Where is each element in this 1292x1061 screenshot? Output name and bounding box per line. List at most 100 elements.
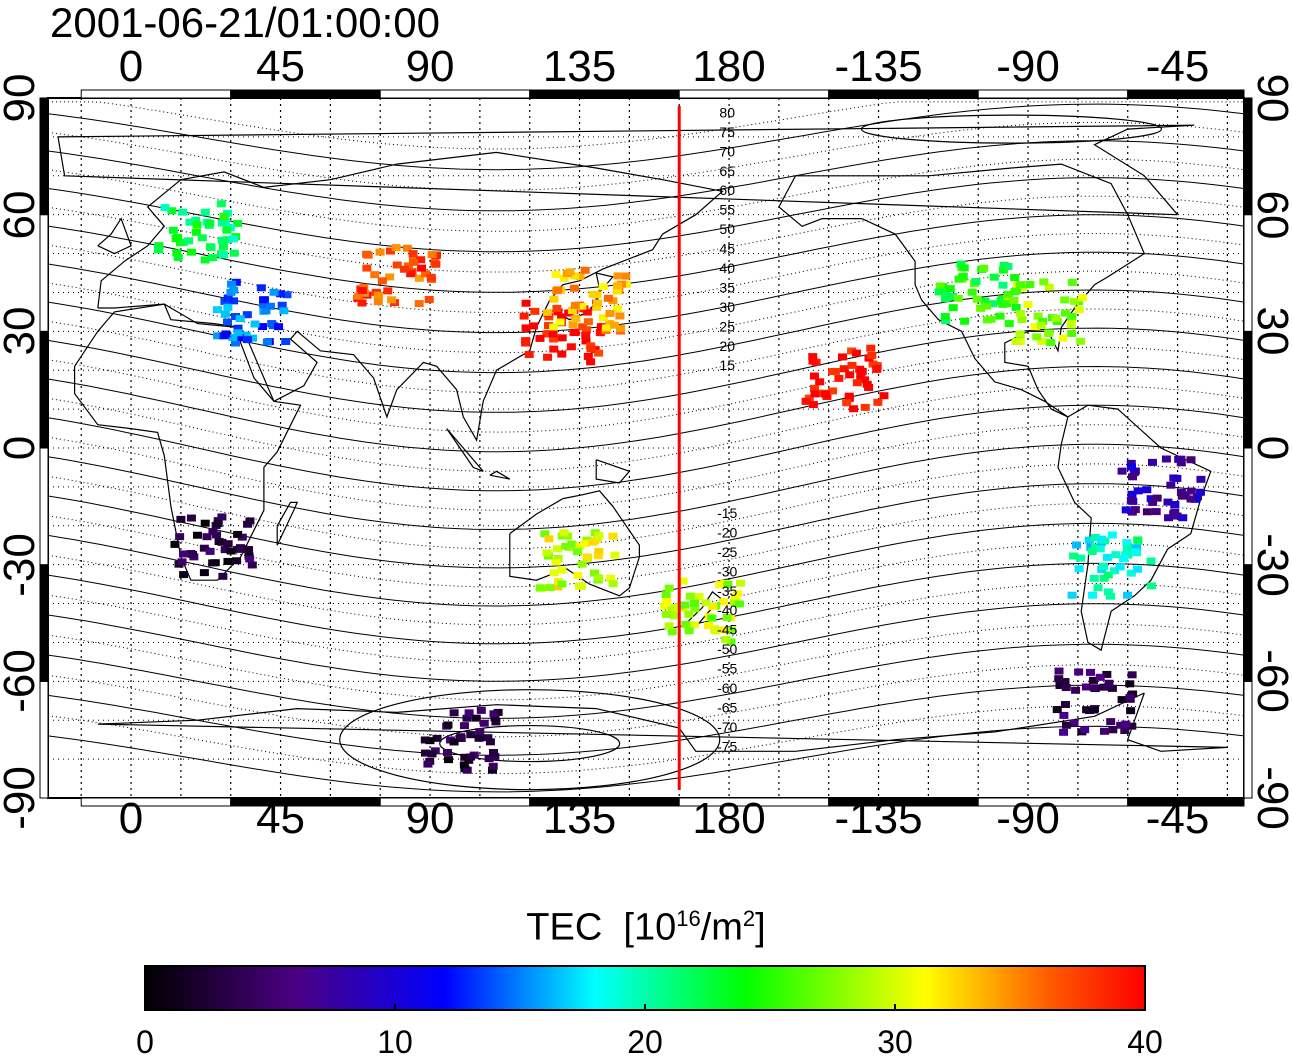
tec-data-point	[1004, 290, 1014, 298]
contour-line	[48, 140, 1244, 212]
tec-data-point	[959, 264, 969, 272]
tec-data-point	[241, 331, 251, 339]
longitude-tick-label: 0	[118, 42, 144, 91]
tec-data-point	[847, 361, 857, 369]
tec-data-point	[475, 728, 485, 736]
tec-data-point	[856, 372, 866, 380]
tec-data-point	[1142, 486, 1152, 494]
tec-data-point	[1066, 321, 1076, 329]
tec-data-point	[223, 540, 233, 548]
tec-data-point	[223, 294, 233, 302]
longitude-tick-label: 180	[692, 42, 766, 91]
frame-bar-segment	[80, 89, 232, 99]
tec-data-point	[1011, 338, 1021, 346]
tec-data-point	[670, 612, 680, 620]
tec-data-point	[1122, 539, 1132, 547]
tec-data-point	[1085, 668, 1095, 676]
tec-data-point	[1129, 469, 1139, 477]
tec-data-point	[521, 324, 531, 332]
tec-data-point	[1010, 288, 1020, 296]
tec-data-point	[424, 296, 434, 304]
contour-label: 45	[719, 241, 735, 257]
tec-data-point	[982, 316, 992, 324]
tec-data-point	[834, 374, 844, 382]
tec-data-point	[233, 219, 243, 227]
coastline	[446, 428, 484, 472]
tec-data-point	[423, 760, 433, 768]
tec-data-point	[216, 200, 226, 208]
tec-data-point	[1015, 309, 1025, 317]
tec-data-point	[417, 264, 427, 272]
tec-data-point	[851, 349, 861, 357]
frame-bar-segment	[230, 89, 381, 99]
tec-data-point	[544, 322, 554, 330]
tec-data-point	[566, 343, 576, 351]
map-title: 2001-06-21/01:00:00	[50, 0, 440, 46]
tec-data-point	[570, 272, 580, 280]
tec-data-point	[231, 278, 241, 286]
tec-data-point	[945, 285, 955, 293]
tec-data-point	[444, 756, 454, 764]
tec-data-point	[229, 286, 239, 294]
tec-data-point	[610, 551, 620, 559]
tec-data-point	[1125, 693, 1135, 701]
contour-label: -35	[717, 583, 737, 599]
tec-data-point	[1104, 679, 1114, 687]
contour-line	[48, 483, 1244, 569]
tec-data-point	[555, 318, 565, 326]
tec-data-point	[1133, 565, 1143, 573]
tec-data-point	[1116, 721, 1126, 729]
contour-label: 35	[719, 279, 735, 295]
tec-data-point	[459, 722, 469, 730]
tec-data-point	[476, 706, 486, 714]
tec-data-point	[557, 313, 567, 321]
tec-data-point	[1089, 706, 1099, 714]
tec-data-point	[1046, 339, 1056, 347]
tec-data-point	[571, 315, 581, 323]
tec-data-point	[1176, 455, 1186, 463]
tec-data-point	[250, 320, 260, 328]
tec-data-point	[543, 353, 553, 361]
tec-data-point	[200, 256, 210, 264]
tec-data-point	[701, 599, 711, 607]
tec-data-point	[685, 592, 695, 600]
coastline	[97, 217, 132, 255]
tec-data-point	[808, 353, 818, 361]
tec-data-point	[577, 582, 587, 590]
tec-data-point	[230, 339, 240, 347]
tec-data-point	[233, 530, 243, 538]
tec-data-point	[828, 387, 838, 395]
tec-data-point	[1077, 294, 1087, 302]
tec-data-point	[1095, 545, 1105, 553]
tec-data-point	[988, 300, 998, 308]
tec-data-point	[421, 270, 431, 278]
tec-data-point	[228, 235, 238, 243]
tec-data-point	[179, 571, 189, 579]
tec-data-point	[616, 324, 626, 332]
tec-data-point	[1133, 536, 1143, 544]
contour-line	[48, 103, 1244, 171]
tec-data-point	[664, 622, 674, 630]
tec-data-point	[488, 762, 498, 770]
tec-data-point	[184, 237, 194, 245]
tec-data-point	[582, 553, 592, 561]
tec-data-point	[197, 234, 207, 242]
tec-data-point	[489, 748, 499, 756]
tec-data-point	[391, 244, 401, 252]
tec-data-point	[188, 550, 198, 558]
contour-label: -40	[717, 602, 737, 618]
tec-data-point	[670, 604, 680, 612]
tec-data-point	[191, 228, 201, 236]
tec-data-point	[603, 294, 613, 302]
tec-data-point	[573, 571, 583, 579]
tec-data-point	[1054, 675, 1064, 683]
tec-data-point	[1146, 582, 1156, 590]
frame-bar-segment	[39, 97, 49, 216]
tec-data-point	[568, 320, 578, 328]
contour-label: -50	[717, 641, 737, 657]
contour-line	[439, 724, 621, 763]
contour-label: 40	[719, 260, 735, 276]
tec-data-point	[1117, 467, 1127, 475]
tec-data-point	[559, 529, 569, 537]
tec-data-point	[1148, 498, 1158, 506]
